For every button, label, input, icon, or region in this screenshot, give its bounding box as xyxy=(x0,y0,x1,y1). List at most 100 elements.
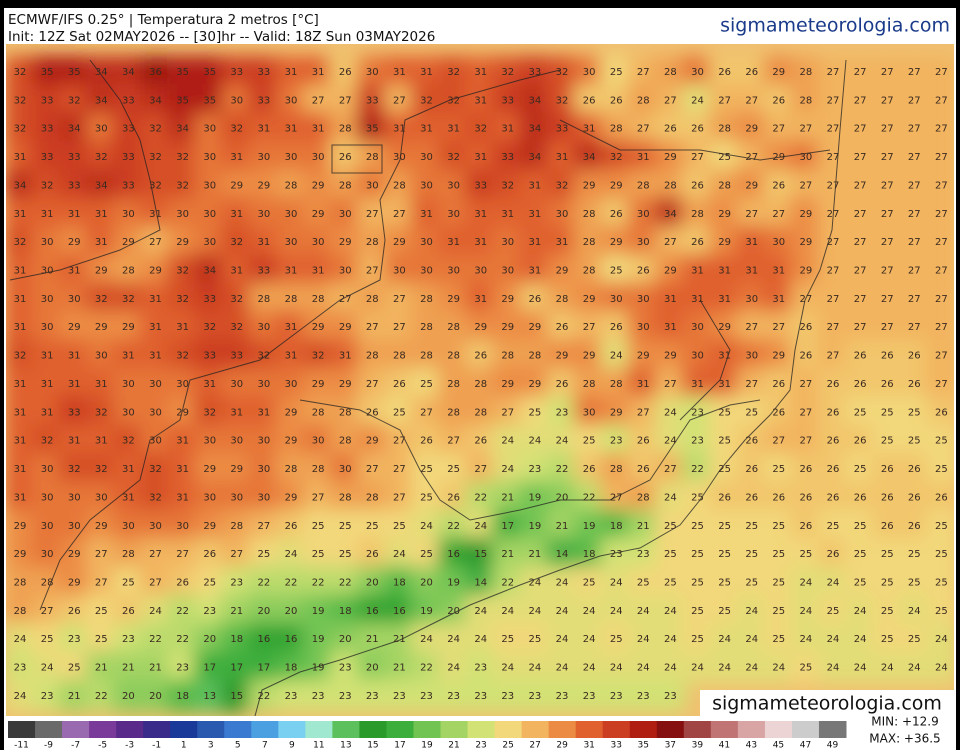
temperature-value: 24 xyxy=(41,663,54,674)
temperature-value: 27 xyxy=(745,152,758,163)
temperature-value: 31 xyxy=(474,209,487,220)
temperature-value: 25 xyxy=(339,521,352,532)
field-cell xyxy=(6,55,36,89)
field-cell xyxy=(573,623,605,656)
temperature-value: 29 xyxy=(718,209,731,220)
field-cell xyxy=(925,594,954,628)
temperature-value: 30 xyxy=(258,379,271,390)
colorbar-label: 11 xyxy=(313,741,324,750)
temperature-value: 30 xyxy=(176,521,189,532)
temperature-value: 30 xyxy=(203,492,216,503)
temperature-value: 30 xyxy=(95,492,108,503)
field-cell xyxy=(925,537,954,571)
temperature-value: 27 xyxy=(908,266,921,277)
field-cell xyxy=(709,537,741,571)
temperature-value: 24 xyxy=(556,663,569,674)
temperature-value: 25 xyxy=(908,577,921,588)
temperature-value: 31 xyxy=(556,152,569,163)
field-cell xyxy=(248,112,280,145)
temperature-value: 27 xyxy=(230,549,243,560)
field-cell xyxy=(112,651,144,684)
temperature-value: 26 xyxy=(772,407,785,418)
colorbar-label: 29 xyxy=(556,741,568,750)
temperature-value: 25 xyxy=(664,549,677,560)
field-cell xyxy=(383,651,415,684)
field-cell xyxy=(194,537,226,571)
field-cell xyxy=(194,509,226,542)
colorbar-cell xyxy=(386,721,414,738)
colorbar-label: 47 xyxy=(800,741,811,750)
field-cell xyxy=(546,169,578,202)
field-cell xyxy=(194,396,226,429)
field-cell xyxy=(31,424,63,457)
colorbar-label: 49 xyxy=(827,741,839,750)
field-cell xyxy=(600,197,632,230)
field-cell xyxy=(736,84,768,117)
field-cell xyxy=(410,509,443,542)
temperature-value: 30 xyxy=(745,294,758,305)
temperature-value: 27 xyxy=(258,521,271,532)
temperature-value: 27 xyxy=(393,464,406,475)
temperature-value: 30 xyxy=(339,266,352,277)
field-cell xyxy=(302,282,334,316)
field-cell xyxy=(6,594,36,628)
temperature-value: 28 xyxy=(14,606,27,617)
temperature-value: 25 xyxy=(854,577,867,588)
field-cell xyxy=(844,594,876,628)
temperature-value: 24 xyxy=(745,634,758,645)
temperature-value: 26 xyxy=(772,379,785,390)
temperature-value: 25 xyxy=(854,549,867,560)
field-cell xyxy=(248,679,280,713)
field-cell xyxy=(709,197,741,230)
temperature-value: 26 xyxy=(556,322,569,333)
field-cell xyxy=(871,197,903,230)
field-cell xyxy=(356,452,388,486)
temperature-value: 29 xyxy=(312,322,325,333)
temperature-value: 26 xyxy=(908,521,921,532)
field-cell xyxy=(58,566,90,599)
field-cell xyxy=(302,537,334,571)
temperature-value: 27 xyxy=(366,209,379,220)
field-cell xyxy=(329,509,361,542)
temperature-value: 29 xyxy=(95,266,108,277)
temperature-value: 28 xyxy=(122,266,135,277)
temperature-value: 24 xyxy=(610,351,623,362)
temperature-value: 24 xyxy=(745,606,758,617)
temperature-value: 26 xyxy=(637,464,650,475)
temperature-value: 32 xyxy=(610,152,623,163)
temperature-value: 32 xyxy=(95,464,108,475)
temperature-value: 30 xyxy=(691,322,704,333)
temperature-value: 25 xyxy=(935,436,948,447)
temperature-value: 16 xyxy=(258,634,271,645)
temperature-value: 31 xyxy=(501,209,514,220)
temperature-value: 27 xyxy=(501,407,514,418)
field-cell xyxy=(790,367,822,401)
field-cell xyxy=(112,566,144,599)
temperature-value: 31 xyxy=(339,351,352,362)
field-cell xyxy=(600,396,632,429)
temperature-value: 34 xyxy=(14,180,27,191)
field-cell xyxy=(438,509,470,542)
temperature-value: 24 xyxy=(149,606,162,617)
temperature-value: 29 xyxy=(95,322,108,333)
temperature-value: 25 xyxy=(312,549,325,560)
field-cell xyxy=(329,225,361,259)
field-cell xyxy=(329,594,361,628)
field-cell xyxy=(31,339,63,372)
field-cell xyxy=(898,367,930,401)
field-cell xyxy=(383,537,415,571)
field-cell xyxy=(790,566,822,599)
temperature-value: 32 xyxy=(230,322,243,333)
field-cell xyxy=(275,140,307,174)
field-cell xyxy=(465,509,497,542)
field-cell xyxy=(817,509,849,542)
temperature-value: 26 xyxy=(447,492,460,503)
field-cell xyxy=(844,84,876,117)
field-cell xyxy=(58,594,90,628)
field-cell xyxy=(627,452,659,486)
temperature-value: 29 xyxy=(501,379,514,390)
temperature-value: 31 xyxy=(230,407,243,418)
field-cell xyxy=(248,225,280,259)
field-cell xyxy=(221,112,253,145)
field-cell xyxy=(736,55,768,89)
